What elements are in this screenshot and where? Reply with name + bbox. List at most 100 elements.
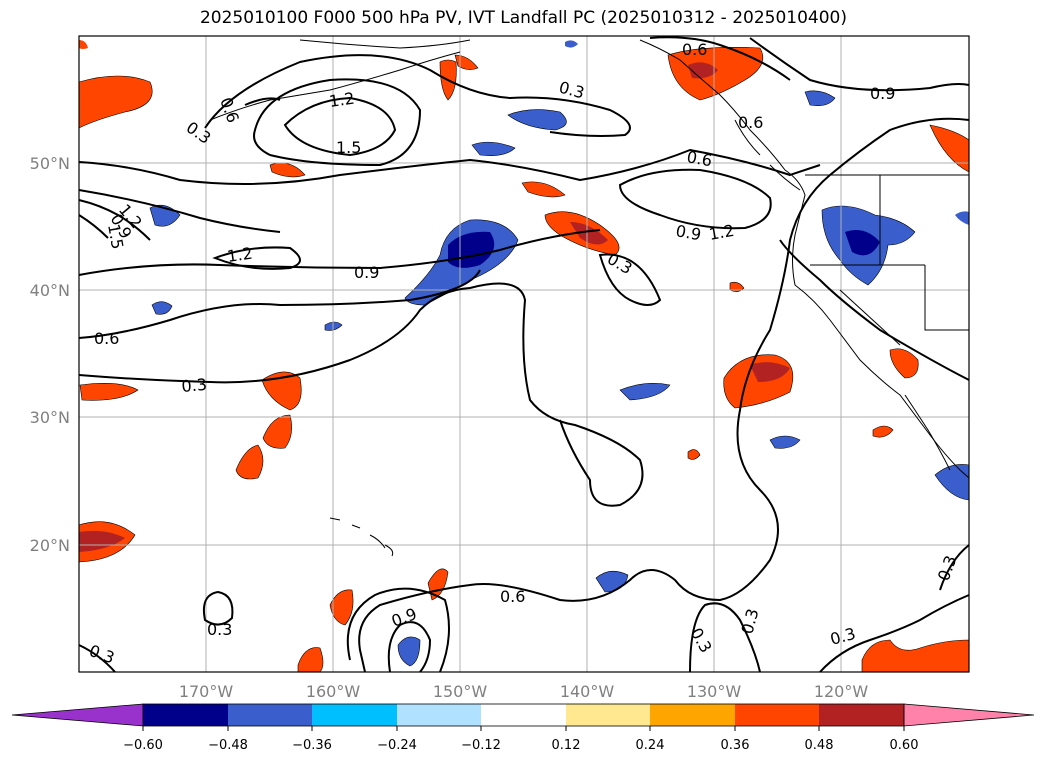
state-border [839, 289, 901, 346]
patch-positive [235, 444, 264, 480]
contour-line [598, 253, 662, 306]
contour-label: 0.3 [207, 620, 232, 639]
colorbar-bin [228, 704, 312, 726]
latitude-labels: 50°N 40°N 30°N 20°N [30, 154, 70, 555]
contour-line [387, 621, 432, 673]
contour-line [749, 37, 970, 92]
map-title: 2025010100 F000 500 hPa PV, IVT Landfall… [199, 8, 847, 28]
colorbar-extend-max [903, 703, 1035, 727]
contour-line [78, 282, 644, 507]
patch-negative [845, 229, 880, 256]
colorbar-extend-min [11, 703, 144, 727]
patch-positive [79, 40, 88, 49]
patch-negative [397, 636, 421, 667]
contour-label: 1.5 [336, 138, 361, 157]
patch-positive [889, 348, 919, 379]
lon-label-120w: 120°W [814, 682, 869, 701]
contour-label: 0.3 [181, 375, 208, 396]
patch-negative [619, 383, 671, 401]
contour-label: 0.6 [682, 40, 707, 59]
colorbar-tick-label: 0.60 [890, 738, 919, 753]
contour-line [618, 168, 772, 230]
contour-label: 0.9 [674, 221, 702, 244]
contour-label: 1.2 [328, 89, 356, 111]
graticule [79, 36, 969, 672]
lon-label-170w: 170°W [179, 682, 234, 701]
contour-line [78, 269, 481, 339]
colorbar-tick-label: −0.60 [123, 738, 163, 753]
contour-line [78, 644, 116, 673]
contour-label: 1.5 [104, 222, 127, 250]
pv-contours [78, 36, 970, 673]
contour-line [283, 96, 397, 157]
patch-negative [471, 141, 516, 156]
contour-line [253, 78, 422, 167]
patch-positive [570, 222, 608, 245]
lon-label-150w: 150°W [433, 682, 488, 701]
patch-positive [750, 362, 790, 382]
contour-label: 1.2 [707, 221, 735, 244]
contour-label: 0.9 [870, 84, 895, 103]
contour-line [649, 36, 791, 81]
patch-negative [955, 211, 969, 225]
contour-label: 0.6 [94, 329, 119, 348]
contour-line [78, 229, 601, 276]
contour-line [346, 587, 450, 673]
contour-line [779, 239, 970, 381]
bc-islands [734, 119, 801, 191]
colorbar-tick-label: 0.48 [805, 738, 834, 753]
contour-line [202, 590, 234, 626]
contour-line [78, 214, 109, 239]
contour-label: 0.6 [738, 113, 763, 132]
contour-label: 0.6 [500, 587, 525, 606]
colorbar-bin [481, 704, 566, 726]
colorbar-bin [312, 704, 397, 726]
contour-line [78, 199, 151, 241]
contour-label: 0.6 [685, 147, 713, 170]
colorbar-bin [819, 704, 904, 726]
colorbar-bin [566, 704, 650, 726]
state-border [924, 265, 969, 331]
contour-label: 1.2 [226, 244, 254, 266]
patch-positive [79, 383, 139, 401]
colorbar-tick-label: −0.48 [208, 738, 248, 753]
patch-negative [565, 40, 578, 48]
patch-positive [861, 639, 970, 673]
patch-positive [729, 281, 745, 292]
colorbar-outline [142, 703, 905, 727]
patch-positive [872, 425, 894, 438]
contour-line [78, 148, 821, 185]
patch-negative [507, 109, 567, 131]
longitude-labels: 170°W 160°W 150°W 140°W 130°W 120°W [179, 682, 869, 701]
colorbar-ticks [142, 726, 905, 731]
colorbar-bin [735, 704, 819, 726]
lon-label-160w: 160°W [306, 682, 361, 701]
colorbar-tick-label: −0.36 [292, 738, 332, 753]
hawaii-islands [329, 517, 394, 557]
patch-positive [79, 530, 125, 552]
patch-positive [454, 54, 479, 70]
contour-label: 0.9 [354, 263, 379, 282]
baja-coast [904, 394, 951, 471]
patch-negative [769, 435, 801, 449]
contour-line [358, 117, 970, 673]
lat-label-40n: 40°N [30, 281, 70, 300]
contour-line [212, 246, 301, 270]
lon-label-140w: 140°W [560, 682, 615, 701]
anomaly-patches [78, 40, 970, 673]
patch-positive [687, 449, 701, 460]
colorbar-tick-label: 0.36 [721, 738, 750, 753]
patch-positive [521, 181, 566, 198]
alaska-coast [299, 39, 471, 49]
lat-label-30n: 30°N [30, 408, 70, 427]
patch-positive [329, 589, 354, 626]
colorbar-bin [397, 704, 481, 726]
colorbar: −0.60 −0.48 −0.36 −0.24 −0.12 0.12 0.24 … [11, 703, 1035, 753]
contour-line [819, 594, 970, 673]
contour-line [204, 54, 631, 137]
patch-positive [262, 414, 292, 449]
lat-label-20n: 20°N [30, 536, 70, 555]
patch-positive [297, 647, 324, 673]
colorbar-bin [650, 704, 735, 726]
colorbar-tick-label: 0.12 [552, 738, 581, 753]
